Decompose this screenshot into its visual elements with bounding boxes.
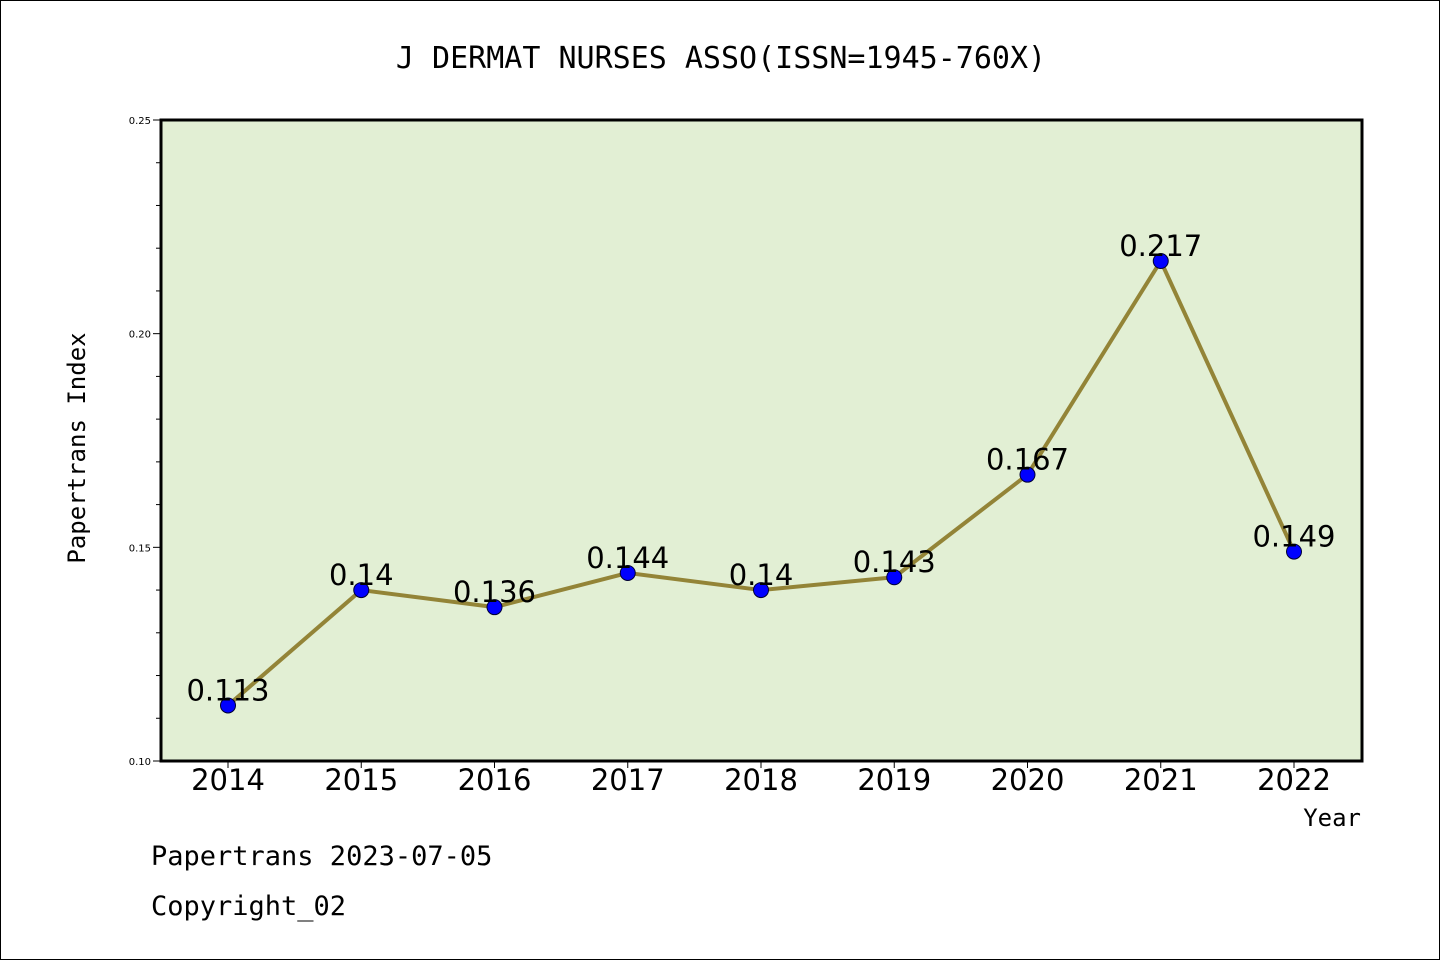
data-point: [886, 569, 903, 586]
y-tick-label: 0.20: [129, 330, 151, 341]
data-point: [1152, 253, 1169, 270]
y-tick-label: 0.25: [129, 116, 151, 127]
data-label: 0.149: [1252, 520, 1335, 554]
data-point: [619, 564, 636, 581]
x-tick-label: 2015: [324, 763, 398, 797]
data-point: [220, 697, 236, 714]
data-label: 0.113: [186, 673, 269, 707]
data-labels: 0.113 0.14 0.136 0.144 0.14 0.143 0.167 0.217 0.…: [186, 229, 1335, 707]
y-axis: 0.10 0.15 0.20 0.25: [129, 116, 161, 768]
data-label: 0.136: [453, 575, 536, 609]
x-tick-label: 2014: [191, 763, 265, 797]
data-label: 0.143: [853, 545, 936, 579]
y-tick-label: 0.15: [129, 543, 151, 554]
series-papertrans-index: [220, 253, 1302, 714]
data-label: 0.167: [986, 443, 1069, 477]
plot-area: [159, 118, 1364, 763]
x-tick-label: 2021: [1124, 763, 1198, 797]
data-label: 0.14: [329, 558, 394, 592]
y-axis-title: Papertrans Index: [63, 332, 91, 563]
x-tick-label: 2016: [458, 763, 532, 797]
footer-source: Papertrans 2023-07-05: [151, 841, 492, 872]
footer-copyright: Copyright_02: [151, 891, 346, 922]
data-label: 0.217: [1119, 229, 1202, 263]
x-tick-label: 2018: [724, 763, 798, 797]
x-axis: 2014 2015 2016 2017 2018 2019 2020 2021 2022: [191, 761, 1331, 797]
data-point: [753, 582, 769, 599]
x-axis-title: Year: [1303, 804, 1361, 832]
data-point: [1019, 466, 1036, 483]
data-label: 0.144: [586, 541, 669, 575]
x-tick-label: 2017: [591, 763, 665, 797]
x-tick-label: 2020: [991, 763, 1065, 797]
y-tick-label: 0.10: [129, 757, 151, 768]
x-tick-label: 2022: [1257, 763, 1331, 797]
x-tick-label: 2019: [857, 763, 931, 797]
data-point: [1286, 543, 1302, 560]
data-point: [486, 599, 503, 616]
chart-title: J DERMAT NURSES ASSO(ISSN=1945-760X): [396, 41, 1046, 76]
data-point: [353, 582, 370, 599]
data-label: 0.14: [729, 558, 794, 592]
